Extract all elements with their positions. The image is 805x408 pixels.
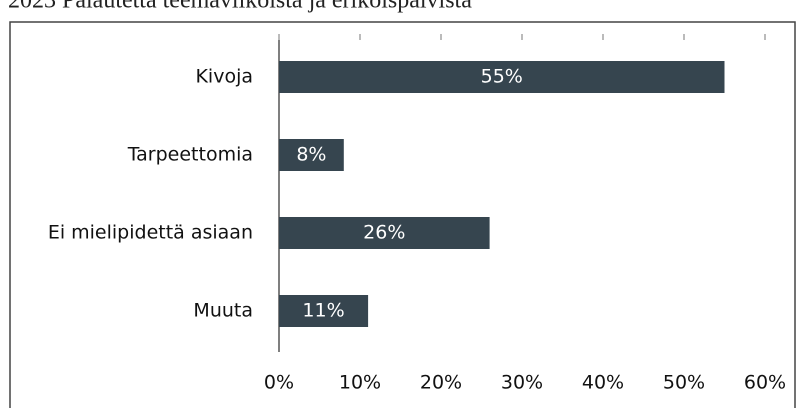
y-tick-label: Ei mielipidettä asiaan xyxy=(48,222,253,244)
x-tick-label: 50% xyxy=(663,372,705,394)
y-tick-label: Muuta xyxy=(193,300,253,322)
x-tick-label: 0% xyxy=(264,372,294,394)
chart-title: 2023 Palautetta teemaviikoista ja erikoi… xyxy=(8,0,472,14)
value-label: 26% xyxy=(363,222,405,244)
bar xyxy=(279,217,490,249)
chart-frame xyxy=(9,21,796,408)
value-label: 11% xyxy=(302,300,344,322)
bar xyxy=(279,139,344,171)
value-label: 8% xyxy=(296,144,326,166)
x-tick-label: 60% xyxy=(744,372,786,394)
x-tick-label: 10% xyxy=(339,372,381,394)
x-tick-label: 30% xyxy=(501,372,543,394)
y-tick-label: Kivoja xyxy=(195,66,253,88)
x-tick-label: 20% xyxy=(420,372,462,394)
bar xyxy=(279,295,369,327)
value-label: 55% xyxy=(481,66,523,88)
x-tick-label: 40% xyxy=(582,372,624,394)
y-tick-label: Tarpeettomia xyxy=(127,144,253,166)
bar xyxy=(279,61,725,93)
